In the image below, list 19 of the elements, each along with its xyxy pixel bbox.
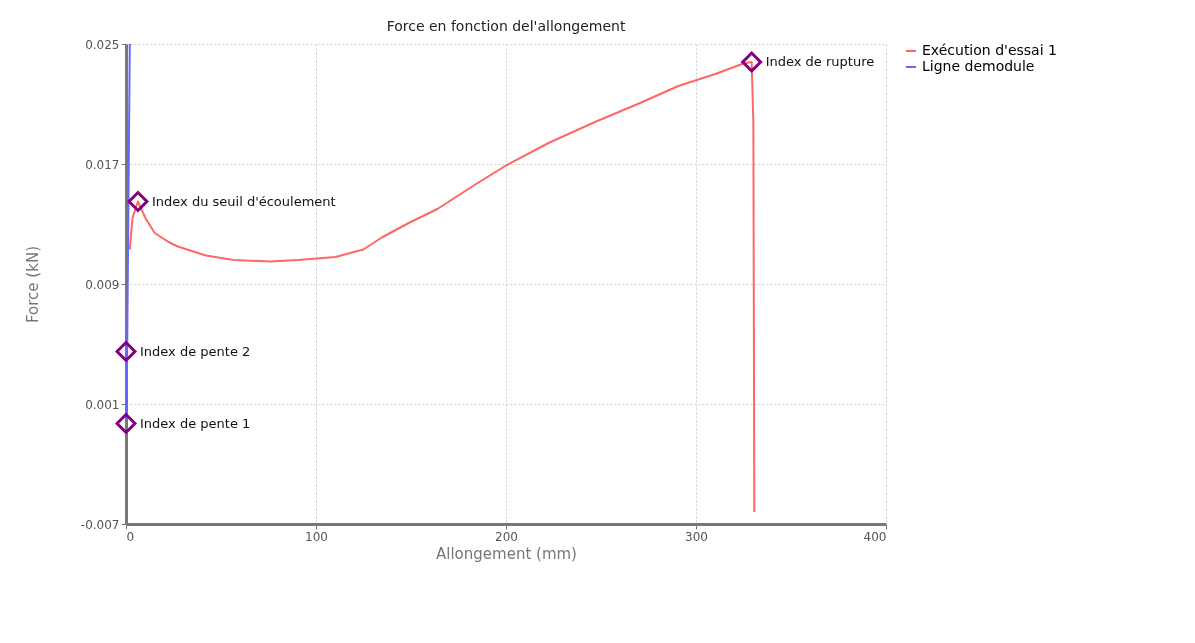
y-tick-label: 0.009	[85, 277, 120, 292]
annotation: Index de pente 2	[140, 343, 251, 359]
legend-label: Ligne demodule	[922, 58, 1035, 74]
chart-title: Force en fonction del'allongement	[386, 18, 626, 34]
x-tick-label: 100	[305, 529, 328, 544]
legend-label: Exécution d'essai 1	[922, 42, 1057, 58]
x-tick-label: 0	[126, 529, 135, 544]
annotation: Index de pente 1	[140, 415, 251, 431]
y-tick-label: 0.001	[85, 397, 120, 412]
annotation: Index de rupture	[765, 54, 875, 69]
x-tick-label: 400	[863, 529, 887, 544]
y-axis-title: Force (kN)	[23, 246, 42, 323]
y-tick-label: -0.007	[80, 517, 120, 532]
x-axis-title: Allongement (mm)	[436, 544, 577, 563]
x-tick-label: 300	[685, 529, 708, 544]
y-tick-label: 0.025	[85, 37, 120, 52]
annotation: Index du seuil d'écoulement	[151, 193, 336, 209]
y-tick-label: 0.017	[85, 157, 120, 172]
x-tick-label: 200	[495, 529, 518, 544]
